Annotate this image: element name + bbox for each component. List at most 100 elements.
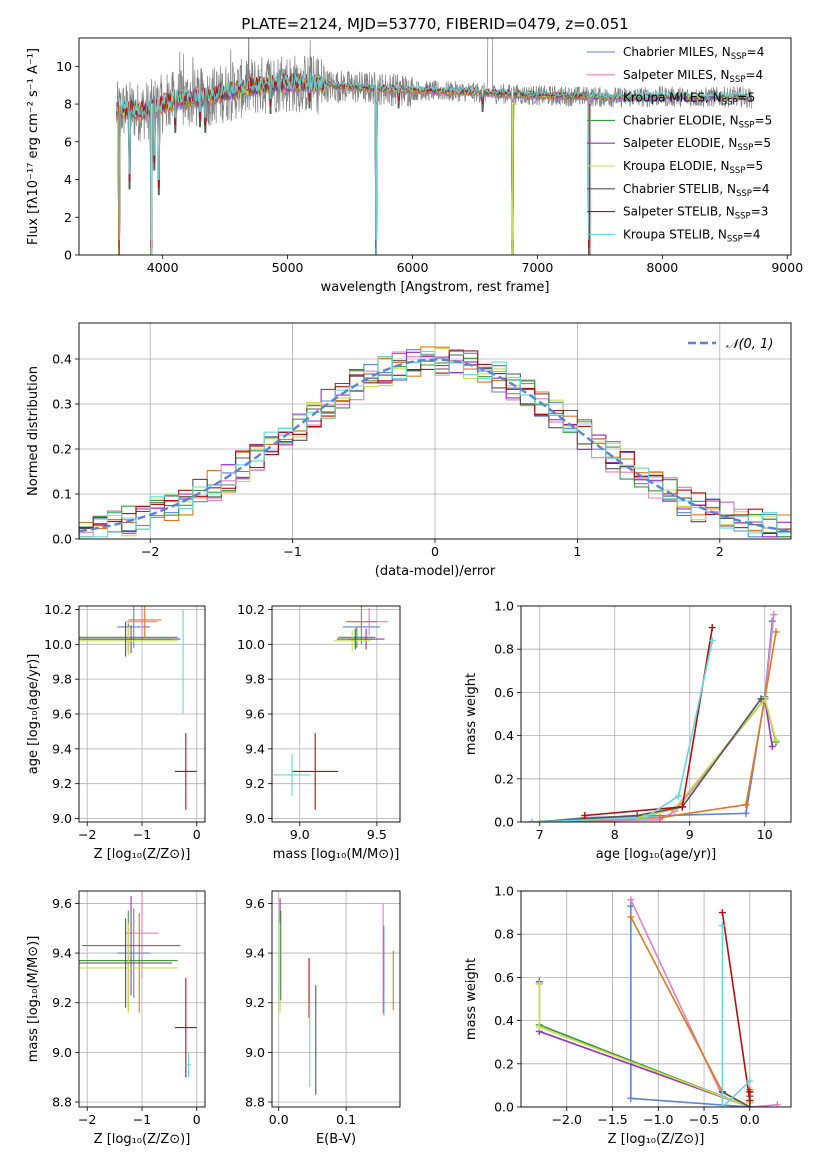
panel-mass-vs-z: −2 −1 0 8.8 9.0 9.2 9.4 9.6 Z [log₁₀(Z/Z⊙)] mass …	[26, 890, 206, 1147]
x-tick-label: 7000	[522, 260, 554, 275]
y-tick-label: 0.2	[494, 771, 514, 786]
y-axis-label: Normed distribution	[26, 366, 41, 496]
weight-line-kroupa_stelib	[721, 925, 751, 1107]
y-tick-label: 9.4	[52, 946, 72, 961]
legend-label: Salpeter ELODIE, NSSP=5	[623, 136, 771, 153]
weight-marker-kroupa_elodie	[535, 980, 543, 988]
x-tick-label: 6000	[397, 260, 429, 275]
weight-line-salpeter_miles	[539, 614, 775, 822]
legend-label: Kroupa STELIB, NSSP=4	[623, 227, 761, 244]
x-axis-label: (data-model)/error	[375, 564, 496, 579]
panel-age-vs-z: −2 −1 0 9.0 9.2 9.4 9.6 9.8 10.0 10.2 Z [log₁₀(Z/Z…	[26, 602, 206, 862]
x-tick-label: 9.0	[290, 827, 310, 842]
y-tick-label: 9.6	[245, 707, 265, 722]
x-tick-label: −1.0	[643, 1112, 673, 1127]
x-tick-label: −1	[133, 827, 151, 842]
legend-label: 𝒩(0, 1)	[726, 337, 773, 352]
y-axis-label: mass weight	[464, 673, 479, 755]
weight-marker-kroupa_miles	[627, 913, 635, 921]
axes-frame	[78, 37, 792, 256]
model-spectrum-kroupa_stelib	[116, 72, 753, 241]
y-tick-label: 0.4	[494, 1013, 514, 1028]
x-tick-label: −2	[78, 1112, 96, 1127]
x-tick-label: −1	[283, 544, 301, 559]
y-tick-label: 0.0	[494, 1100, 514, 1115]
weight-marker-kroupa_elodie	[536, 818, 544, 822]
weight-line-chabrier_stelib	[532, 698, 762, 822]
weight-marker-kroupa_miles	[742, 801, 750, 809]
panel-mass-vs-ebv: 0.0 0.1 8.8 9.0 9.2 9.4 9.6 E(B-V)	[245, 890, 401, 1147]
y-tick-label: 0.0	[52, 532, 72, 547]
y-tick-label: 0.0	[494, 815, 514, 830]
y-tick-label: 9.4	[52, 741, 72, 756]
x-tick-label: −2	[141, 544, 159, 559]
legend-label: Salpeter MILES, NSSP=4	[623, 68, 763, 85]
y-tick-label: 9.6	[52, 707, 72, 722]
panel-weight-vs-age: 7 8 9 10 0.0 0.2 0.4 0.6 0.8 1.0 age [log₁₀(age/yr…	[464, 599, 792, 862]
x-tick-label: −1	[133, 1112, 151, 1127]
y-axis-label: age [log₁₀(age/yr)]	[26, 654, 41, 775]
panel-residual-histogram: −2 −1 0 1 2 0.0 0.1 0.2 0.3 0.4 (data-model)/error…	[26, 322, 792, 579]
x-tick-label: 0.0	[269, 1112, 289, 1127]
y-tick-label: 0.6	[494, 970, 514, 985]
y-tick-label: 10	[56, 59, 72, 74]
x-tick-label: 0	[193, 827, 201, 842]
y-tick-label: 2	[64, 210, 72, 225]
x-axis-label: Z [log₁₀(Z/Z⊙)]	[94, 1132, 191, 1147]
panel-spectrum: 4000 5000 6000 7000 8000 9000 0 2 4 6 8 10 wavelengt…	[26, 37, 803, 295]
y-tick-label: 0.6	[494, 685, 514, 700]
y-tick-label: 9.0	[245, 1045, 265, 1060]
legend-label: Salpeter STELIB, NSSP=3	[623, 205, 768, 222]
y-tick-label: 6	[64, 134, 72, 149]
x-tick-label: 0	[193, 1112, 201, 1127]
x-tick-label: −2.0	[552, 1112, 582, 1127]
y-axis-label: Flux [fλ10⁻¹⁷ erg cm⁻² s⁻¹ A⁻¹]	[26, 48, 41, 245]
x-tick-label: 0.0	[740, 1112, 760, 1127]
x-tick-label: 0.1	[336, 1112, 356, 1127]
figure-title: PLATE=2124, MJD=53770, FIBERID=0479, z=0…	[241, 15, 628, 33]
weight-marker-salpeter_stelib	[746, 1088, 754, 1096]
x-tick-label: 2	[716, 544, 724, 559]
plot-area	[79, 891, 197, 1078]
x-tick-label: 7	[536, 827, 544, 842]
legend-label: Kroupa ELODIE, NSSP=5	[623, 159, 763, 176]
normal-curve	[79, 358, 791, 533]
plot-area	[116, 38, 753, 255]
weight-marker-salpeter_miles	[627, 896, 635, 904]
weight-marker-salpeter_stelib	[678, 803, 686, 811]
x-tick-label: 1	[573, 544, 581, 559]
panel-weight-vs-z: −2.0 −1.5 −1.0 −0.5 0.0 0.0 0.2 0.4 0.6 0.8 1.0 Z […	[464, 884, 792, 1147]
weight-line-kroupa_elodie	[539, 697, 777, 822]
y-tick-label: 0.8	[494, 642, 514, 657]
y-tick-label: 9.4	[245, 741, 265, 756]
legend-label: Chabrier STELIB, NSSP=4	[623, 182, 770, 199]
axes-frame	[78, 322, 792, 540]
plot-area	[535, 896, 781, 1107]
legend-label: Chabrier MILES, NSSP=4	[623, 45, 764, 62]
weight-marker-kroupa_stelib	[675, 792, 682, 800]
y-tick-label: 8.8	[245, 1095, 265, 1110]
y-tick-label: 0	[64, 248, 72, 263]
y-tick-label: 0.2	[52, 442, 72, 457]
x-tick-label: 8000	[646, 260, 678, 275]
x-tick-label: −1.5	[597, 1112, 627, 1127]
y-tick-label: 9.8	[245, 672, 265, 687]
x-tick-label: −0.5	[689, 1112, 719, 1127]
y-tick-label: 1.0	[494, 884, 514, 899]
axes-frame	[520, 605, 792, 823]
x-tick-label: 4000	[147, 260, 179, 275]
weight-line-salpeter_elodie	[539, 697, 774, 822]
weight-marker-salpeter_miles	[770, 611, 778, 619]
plot-area	[273, 606, 388, 810]
plot-area	[528, 611, 780, 822]
weight-marker-chabrier_stelib	[757, 695, 765, 703]
x-tick-label: 9000	[771, 260, 803, 275]
y-axis-label: mass [log₁₀(M/M⊙)]	[26, 936, 41, 1063]
x-tick-label: −2	[78, 827, 96, 842]
x-axis-label: Z [log₁₀(Z/Z⊙)]	[608, 1132, 705, 1147]
weight-line-chabrier_elodie	[539, 697, 777, 822]
y-tick-label: 9.2	[52, 776, 72, 791]
legend-label: Chabrier ELODIE, NSSP=5	[623, 113, 772, 130]
y-tick-label: 9.4	[245, 946, 265, 961]
